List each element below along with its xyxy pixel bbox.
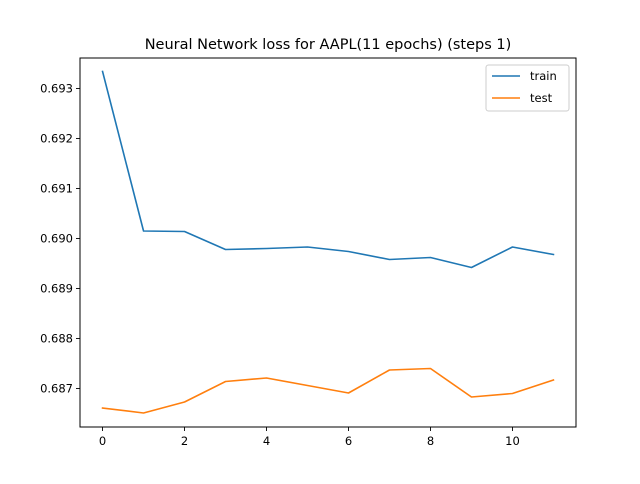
x-tick-label: 6 <box>345 434 352 448</box>
legend-label-train: train <box>530 69 557 83</box>
chart-title: Neural Network loss for AAPL(11 epochs) … <box>145 37 512 53</box>
x-tick-label: 10 <box>505 434 520 448</box>
y-tick-label: 0.688 <box>40 332 73 346</box>
x-tick-label: 4 <box>263 434 270 448</box>
series-line-train <box>101 70 555 269</box>
x-tick-label: 8 <box>427 434 434 448</box>
y-tick-label: 0.691 <box>40 182 73 196</box>
legend: train test <box>485 64 570 112</box>
plot-area-frame <box>79 57 577 428</box>
series-line-test <box>101 367 555 414</box>
series-layer <box>101 70 555 414</box>
y-tick-label: 0.687 <box>40 382 73 396</box>
x-tick-label: 0 <box>99 434 106 448</box>
x-tick-label: 2 <box>181 434 188 448</box>
y-tick-label: 0.690 <box>40 232 73 246</box>
x-axis: 0 2 4 6 8 10 <box>99 427 520 448</box>
legend-label-test: test <box>530 91 553 105</box>
y-tick-label: 0.693 <box>40 82 73 96</box>
y-axis: 0.687 0.688 0.689 0.690 0.691 0.692 0.693 <box>40 82 80 396</box>
y-tick-label: 0.692 <box>40 132 73 146</box>
y-tick-label: 0.689 <box>40 282 73 296</box>
